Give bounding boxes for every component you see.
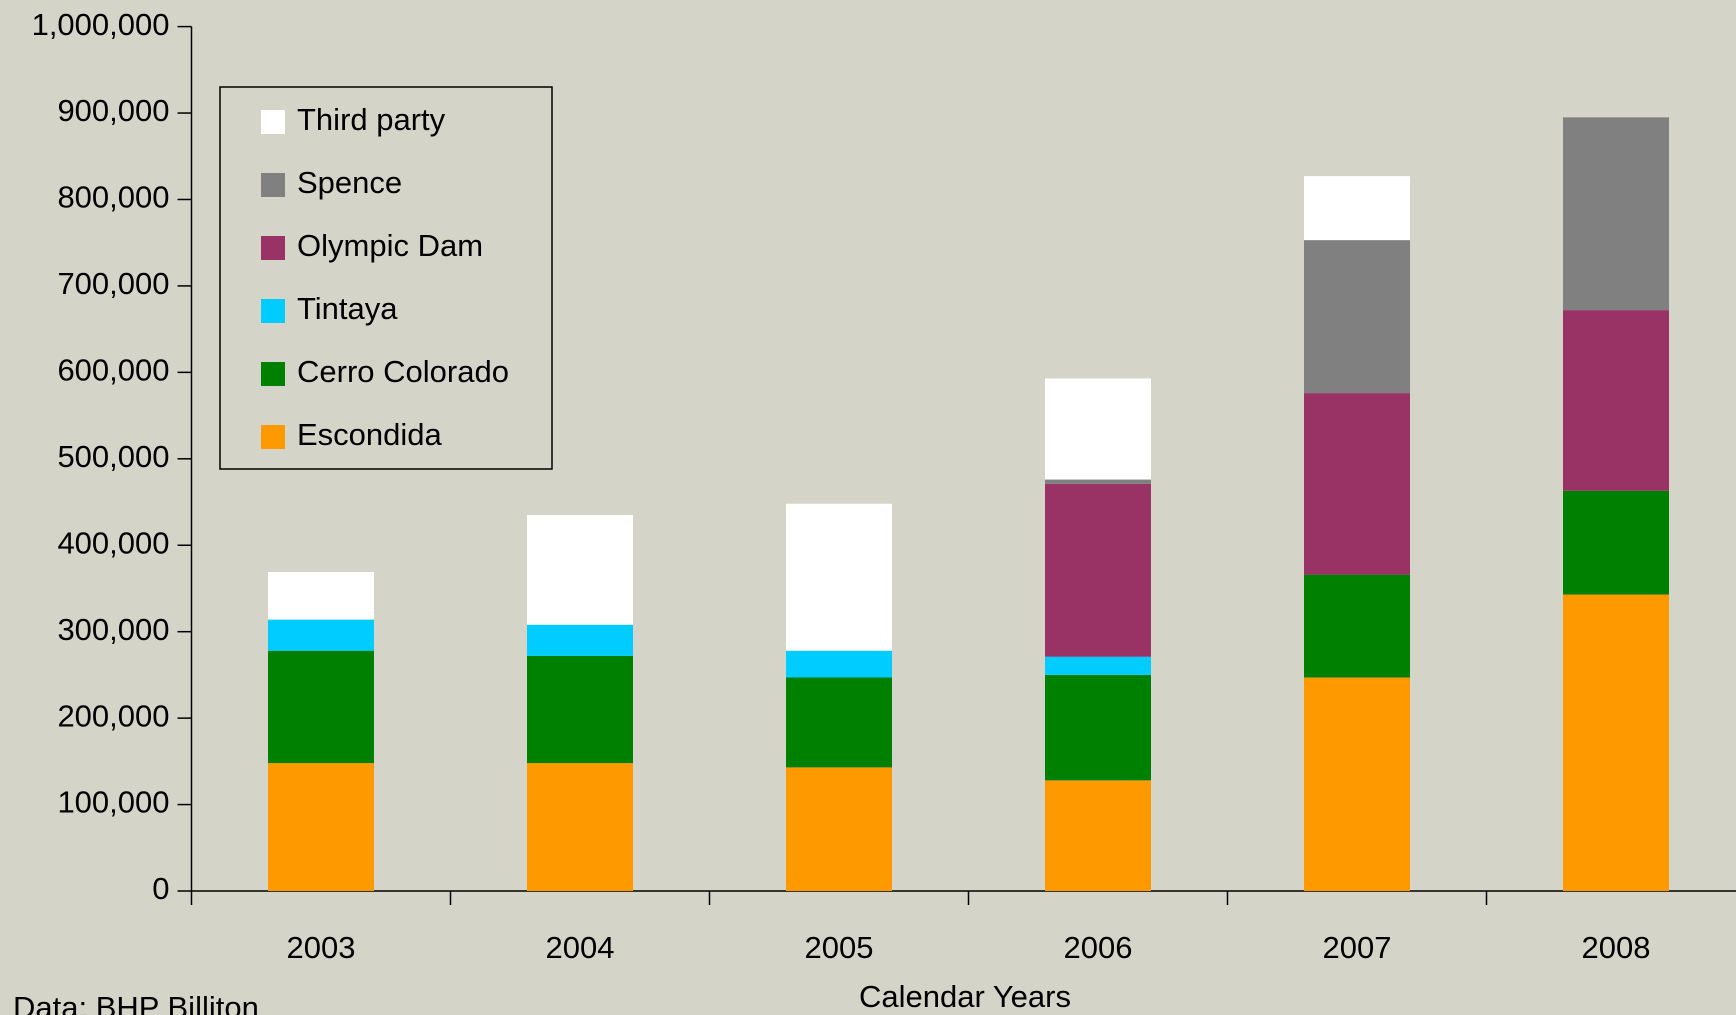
y-tick-label: 300,000 <box>57 612 169 647</box>
bar-segment <box>1563 490 1669 595</box>
bar-segment <box>1304 677 1410 891</box>
legend-label: Escondida <box>297 417 443 452</box>
bar-segment <box>786 503 892 651</box>
bar-segment <box>1045 483 1151 657</box>
bar-segment <box>268 650 374 764</box>
bar-segment <box>527 624 633 656</box>
bar-segment <box>1045 378 1151 480</box>
bar-segment <box>1304 240 1410 394</box>
bar-segment <box>1563 117 1669 311</box>
x-tick-label: 2003 <box>287 930 356 965</box>
bar-segment <box>1045 656 1151 675</box>
x-tick-label: 2008 <box>1582 930 1651 965</box>
x-tick-label: 2004 <box>546 930 615 965</box>
x-tick-label: 2006 <box>1064 930 1133 965</box>
bar-segment <box>786 677 892 768</box>
bar-segment <box>268 619 374 651</box>
x-axis-label: Calendar Years <box>859 979 1071 1014</box>
bar-segment <box>1304 393 1410 575</box>
legend-swatch <box>261 425 285 449</box>
y-tick-label: 200,000 <box>57 698 169 733</box>
bar-segment <box>527 763 633 891</box>
y-tick-label: 600,000 <box>57 353 169 388</box>
bar-segment <box>786 767 892 891</box>
bar-segment <box>1563 310 1669 491</box>
legend-swatch <box>261 299 285 323</box>
x-tick-label: 2005 <box>805 930 874 965</box>
bar-segment <box>268 763 374 891</box>
y-tick-label: 800,000 <box>57 180 169 215</box>
bar-segment <box>1045 674 1151 781</box>
legend-swatch <box>261 110 285 134</box>
legend-label: Spence <box>297 165 402 200</box>
bar-segment <box>1304 574 1410 678</box>
legend-swatch <box>261 236 285 260</box>
bar-segment <box>527 514 633 625</box>
y-tick-label: 700,000 <box>57 266 169 301</box>
bar-segment <box>268 572 374 620</box>
bar-segment <box>1304 176 1410 241</box>
legend-swatch <box>261 173 285 197</box>
bar-segment <box>1045 479 1151 484</box>
legend-swatch <box>261 362 285 386</box>
source-note: Data: BHP Billiton <box>13 990 259 1015</box>
bar-segment <box>1563 594 1669 891</box>
legend-label: Olympic Dam <box>297 228 483 263</box>
legend-label: Tintaya <box>297 291 398 326</box>
y-tick-label: 100,000 <box>57 785 169 820</box>
x-tick-label: 2007 <box>1323 930 1392 965</box>
y-tick-label: 400,000 <box>57 525 169 560</box>
bar-segment <box>786 650 892 678</box>
y-tick-label: 0 <box>152 871 169 906</box>
y-tick-label: 1,000,000 <box>32 7 170 42</box>
bar-segment <box>527 655 633 764</box>
bar-segment <box>1045 780 1151 891</box>
y-tick-label: 500,000 <box>57 439 169 474</box>
legend-label: Cerro Colorado <box>297 354 509 389</box>
y-tick-label: 900,000 <box>57 93 169 128</box>
legend-label: Third party <box>297 102 446 137</box>
legend-box <box>219 86 553 470</box>
